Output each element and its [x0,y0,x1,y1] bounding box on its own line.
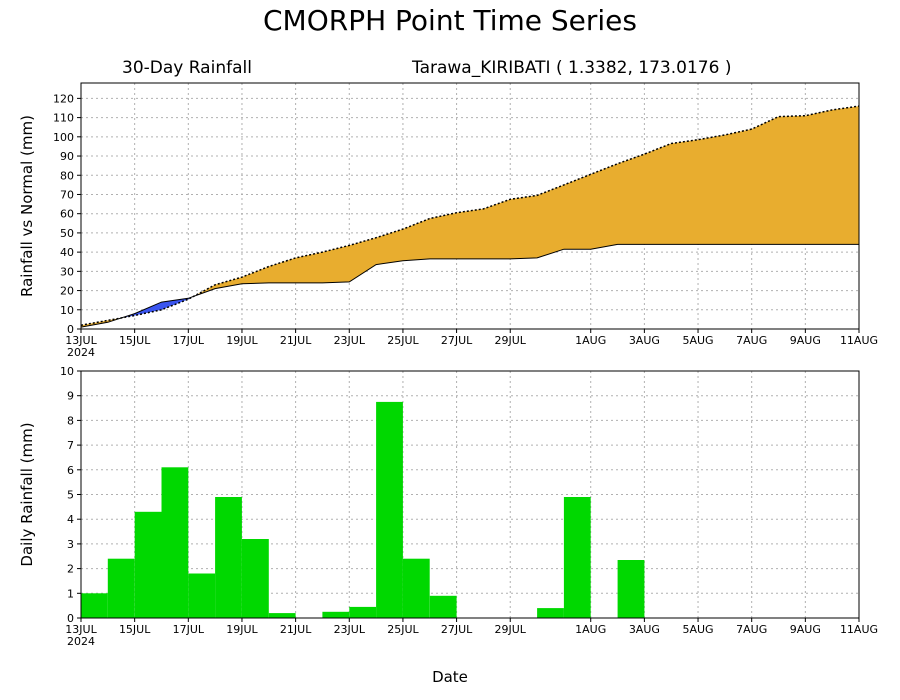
x-tick-label: 23JUL [334,334,366,347]
chart-subtitle-right: Tarawa_KIRIBATI ( 1.3382, 173.0176 ) [411,58,731,78]
x-tick-label: 9AUG [790,623,821,636]
deficit-area [121,296,194,318]
bar [322,611,350,618]
bar [429,595,457,618]
bar [268,613,296,618]
y-axis-label: Rainfall vs Normal (mm) [18,115,36,297]
x-axis-label: Date [432,668,468,686]
cumulative-rainfall-panel: 0 10 20 30 40 50 60 70 80 90 100 110 120 13JUL 15JUL 17… [18,82,878,359]
year-label: 2024 [67,346,95,359]
y-tick-label: 9 [67,390,74,403]
bar [563,497,591,618]
x-tick-label: 13JUL [65,623,97,636]
y-tick-label: 40 [60,246,74,259]
x-tick-label: 29JUL [495,623,527,636]
surplus-area [193,106,859,297]
y-tick-label: 4 [67,513,74,526]
year-label: 2024 [67,635,95,648]
x-tick-label: 3AUG [629,623,660,636]
x-tick-label: 15JUL [119,334,151,347]
x-tick-label: 11AUG [840,623,878,636]
x-tick-label: 9AUG [790,334,821,347]
y-tick-label: 10 [60,304,74,317]
x-tick-label: 25JUL [387,334,419,347]
x-tick-label: 15JUL [119,623,151,636]
x-tick-label: 17JUL [173,623,205,636]
y-tick-label: 5 [67,489,74,502]
bar [617,560,645,618]
x-tick-label: 7AUG [736,623,767,636]
y-axis-label: Daily Rainfall (mm) [18,422,36,566]
x-tick-label: 29JUL [495,334,527,347]
y-tick-label: 50 [60,227,74,240]
x-tick-label: 27JUL [441,623,473,636]
y-tick-label: 60 [60,208,74,221]
x-tick-label: 13JUL [65,334,97,347]
series-line-actual [80,243,859,328]
x-tick-label: 19JUL [226,623,258,636]
x-tick-label: 27JUL [441,334,473,347]
x-tick-label: 19JUL [226,334,258,347]
y-tick-label: 3 [67,538,74,551]
bar [242,539,269,618]
y-tick-label: 90 [60,150,74,163]
y-tick-label: 2 [67,563,74,576]
chart-title: CMORPH Point Time Series [263,4,637,37]
y-tick-label: 7 [67,439,74,452]
bar [161,467,189,618]
bar [215,497,242,618]
plot-frame [80,82,860,330]
chart-subtitle-left: 30-Day Rainfall [122,58,252,78]
x-tick-label: 21JUL [280,623,312,636]
x-tick-label: 21JUL [280,334,312,347]
x-tick-label: 11AUG [840,334,878,347]
bar [107,558,135,618]
x-tick-label: 5AUG [682,623,713,636]
bar [376,401,403,618]
y-tick-label: 110 [53,112,74,125]
bar [134,511,162,618]
y-tick-label: 20 [60,285,74,298]
bar [402,558,430,618]
y-tick-label: 8 [67,414,74,427]
daily-rainfall-panel: 0 1 2 3 4 5 6 7 8 9 10 13JUL 15JUL 17JUL 19JUL 21JUL 23J… [18,365,878,648]
x-tick-label: 5AUG [682,334,713,347]
y-tick-label: 6 [67,464,74,477]
y-tick-label: 70 [60,188,74,201]
x-tick-label: 3AUG [629,334,660,347]
x-tick-label: 25JUL [387,623,419,636]
y-tick-label: 10 [60,365,74,378]
bar [188,573,216,618]
series-line-normal [80,105,860,326]
y-tick-label: 100 [53,131,74,144]
bar [537,608,564,618]
y-tick-label: 0 [67,323,74,336]
y-tick-label: 30 [60,265,74,278]
y-tick-label: 80 [60,169,74,182]
x-tick-label: 17JUL [173,334,205,347]
x-tick-label: 7AUG [736,334,767,347]
plot-frame [80,370,860,619]
y-tick-label: 120 [53,92,74,105]
x-tick-label: 23JUL [334,623,366,636]
bar [349,606,377,618]
y-tick-label: 1 [67,587,74,600]
x-tick-label: 1AUG [575,623,606,636]
bar [81,593,108,618]
y-tick-label: 0 [67,612,74,625]
x-tick-label: 1AUG [575,334,606,347]
